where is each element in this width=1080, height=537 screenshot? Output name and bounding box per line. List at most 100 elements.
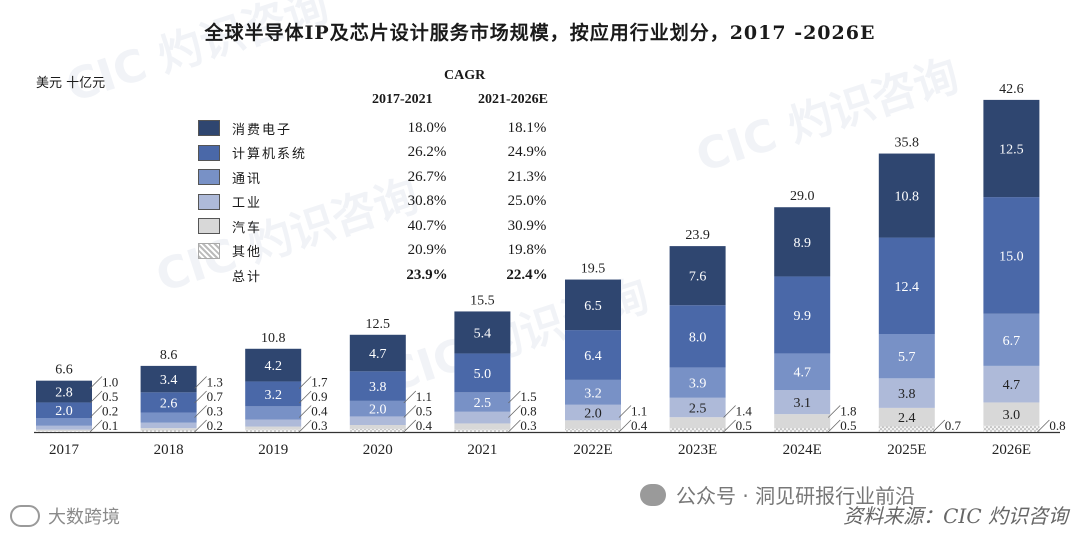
small-value-label: 0.4 bbox=[416, 418, 433, 433]
bar-value-label: 4.7 bbox=[1003, 378, 1021, 393]
legend-swatch bbox=[198, 242, 220, 259]
x-tick-label: 2017 bbox=[49, 442, 80, 458]
legend-cagr-1: 26.7% bbox=[407, 168, 447, 185]
small-value-label: 0.8 bbox=[520, 404, 536, 419]
legend-row: 汽车 40.7% 30.9% bbox=[198, 214, 588, 239]
leader-line bbox=[89, 390, 103, 404]
legend-swatch bbox=[198, 169, 220, 186]
bar-value-label: 6.7 bbox=[1003, 334, 1021, 349]
bar-segment bbox=[36, 418, 92, 426]
bar-segment bbox=[983, 313, 1040, 366]
bar-segment bbox=[669, 397, 726, 418]
bar-segment bbox=[983, 197, 1040, 314]
bar-segment bbox=[878, 426, 935, 432]
bar-segment bbox=[245, 348, 302, 382]
bar-total-label: 8.6 bbox=[160, 348, 178, 363]
legend-cagr-2: 21.3% bbox=[507, 168, 547, 185]
bar-segment bbox=[565, 404, 621, 421]
legend-cagr-1: 40.7% bbox=[407, 217, 447, 234]
bar-segment bbox=[669, 305, 726, 368]
wechat-text: 公众号 · 洞见研报行业前沿 bbox=[676, 484, 916, 508]
bar-value-label: 3.2 bbox=[584, 386, 602, 401]
leader-line bbox=[298, 419, 312, 433]
wechat-icon bbox=[640, 483, 666, 506]
bar-value-label: 3.8 bbox=[369, 380, 387, 395]
legend-label: 计算机系统 bbox=[232, 147, 308, 163]
bar-segment bbox=[349, 371, 406, 401]
small-value-label: 1.3 bbox=[207, 375, 223, 390]
y-unit-label: 美元 十亿元 bbox=[36, 76, 106, 91]
bar-segment bbox=[36, 380, 92, 403]
legend-cagr-1: 18.0% bbox=[407, 119, 447, 136]
leader-line bbox=[508, 419, 521, 433]
bar-segment bbox=[565, 420, 621, 429]
small-value-label: 0.5 bbox=[102, 389, 118, 404]
legend-cagr-1: 26.2% bbox=[407, 144, 447, 161]
leader-line bbox=[508, 405, 521, 418]
bar-segment bbox=[565, 279, 621, 331]
bar-segment bbox=[140, 422, 197, 429]
bar-segment bbox=[454, 353, 511, 393]
bar-segment bbox=[565, 379, 621, 405]
bar-value-label: 6.5 bbox=[584, 299, 602, 314]
bar-total-label: 19.5 bbox=[581, 262, 606, 277]
x-tick-label: 2020 bbox=[363, 442, 393, 458]
bar-segment bbox=[245, 429, 302, 432]
bar-segment bbox=[349, 425, 406, 429]
bar-segment bbox=[454, 429, 511, 432]
leader-line bbox=[403, 419, 417, 433]
small-value-label: 0.9 bbox=[311, 389, 327, 404]
leader-line bbox=[932, 419, 946, 433]
bar-total-label: 23.9 bbox=[685, 228, 710, 243]
bar-segment bbox=[454, 311, 511, 354]
bar-segment bbox=[454, 392, 511, 412]
leader-line bbox=[298, 405, 312, 418]
small-value-label: 0.7 bbox=[945, 418, 962, 433]
legend-row: 总计 23.9% 22.4% bbox=[198, 263, 588, 288]
legend-label: 工业 bbox=[232, 196, 263, 212]
x-tick-label: 2025E bbox=[887, 442, 926, 458]
legend-cagr-2: 24.9% bbox=[507, 144, 547, 161]
small-value-label: 0.5 bbox=[840, 418, 856, 433]
legend-label: 通讯 bbox=[232, 171, 263, 187]
small-value-label: 0.4 bbox=[311, 404, 328, 419]
small-value-label: 1.1 bbox=[416, 389, 432, 404]
x-tick-label: 2023E bbox=[678, 442, 717, 458]
legend-row: 通讯 26.7% 21.3% bbox=[198, 165, 588, 190]
bar-segment bbox=[245, 406, 302, 420]
legend-swatch bbox=[198, 193, 220, 210]
bar-segment bbox=[140, 392, 197, 413]
cagr-title: CAGR bbox=[444, 68, 486, 83]
x-tick-label: 2021 bbox=[467, 442, 497, 458]
bar-segment bbox=[565, 330, 621, 380]
wechat-watermark: 公众号 · 洞见研报行业前沿 bbox=[640, 480, 915, 509]
brand-watermark: 大数跨境 bbox=[10, 503, 120, 529]
bar-segment bbox=[36, 431, 92, 432]
leader-line bbox=[194, 419, 207, 433]
bar-segment bbox=[349, 428, 406, 432]
x-tick-label: 2022E bbox=[573, 442, 612, 458]
bar-segment bbox=[983, 99, 1040, 198]
cagr-period-1: 2017-2021 bbox=[372, 92, 433, 107]
bar-value-label: 5.0 bbox=[474, 367, 492, 382]
small-value-label: 0.1 bbox=[102, 418, 118, 433]
bar-segment bbox=[140, 428, 197, 431]
x-tick-label: 2019 bbox=[258, 442, 288, 458]
legend-cagr-2: 19.8% bbox=[507, 242, 547, 259]
bar-segment bbox=[774, 353, 831, 390]
bar-value-label: 12.4 bbox=[895, 280, 920, 295]
legend-label: 其他 bbox=[232, 245, 263, 261]
legend-row: 计算机系统 26.2% 24.9% bbox=[198, 141, 588, 166]
bar-segment bbox=[349, 416, 406, 425]
source-note: 资料来源：CIC 灼识咨询 bbox=[843, 504, 1068, 528]
bar-segment bbox=[245, 419, 302, 427]
leader-line bbox=[827, 419, 841, 433]
bar-segment bbox=[140, 412, 197, 423]
leader-line bbox=[618, 419, 632, 433]
small-value-label: 0.3 bbox=[311, 418, 327, 433]
bar-value-label: 2.0 bbox=[55, 404, 73, 419]
brand-text: 大数跨境 bbox=[48, 507, 120, 528]
bar-segment bbox=[878, 407, 935, 427]
bar-segment bbox=[669, 417, 726, 429]
